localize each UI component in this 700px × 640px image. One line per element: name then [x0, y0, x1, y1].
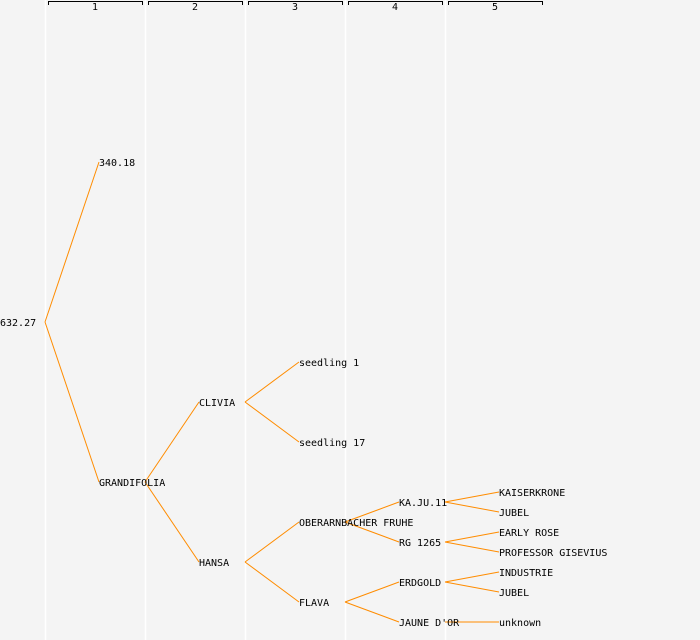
- node-label: KA.JU.11: [399, 498, 447, 509]
- pedigree-edge: [344, 521, 400, 543]
- node-label: EARLY ROSE: [499, 528, 559, 539]
- pedigree-edge: [44, 161, 100, 323]
- node-label: 632.27: [0, 318, 36, 329]
- node-label: JUBEL: [499, 588, 529, 599]
- column-bracket: [348, 1, 443, 5]
- node-label: JUBEL: [499, 508, 529, 519]
- node-label: CLIVIA: [199, 398, 235, 409]
- pedigree-edge: [444, 581, 500, 593]
- column-number: 2: [192, 2, 198, 13]
- pedigree-edge: [344, 501, 400, 523]
- column-number: 5: [492, 2, 498, 13]
- column-number: 1: [92, 2, 98, 13]
- column-bracket: [48, 1, 143, 5]
- pedigree-edge: [144, 481, 200, 563]
- pedigree-edge: [244, 521, 300, 563]
- node-label: ERDGOLD: [399, 578, 441, 589]
- column-bracket: [148, 1, 243, 5]
- node-label: JAUNE D'OR: [399, 618, 460, 629]
- pedigree-edge: [44, 321, 100, 483]
- pedigree-edge: [444, 571, 500, 583]
- node-label: seedling 1: [299, 358, 359, 369]
- pedigree-edge: [144, 401, 200, 483]
- pedigree-edge: [444, 531, 500, 543]
- column-bracket: [448, 1, 543, 5]
- node-label: HANSA: [199, 558, 229, 569]
- node-label: GRANDIFOLIA: [99, 478, 165, 489]
- node-label: FLAVA: [299, 598, 329, 609]
- node-label: INDUSTRIE: [499, 568, 553, 579]
- node-label: KAISERKRONE: [499, 488, 565, 499]
- column-number: 4: [392, 2, 398, 13]
- column-number: 3: [292, 2, 298, 13]
- node-label: unknown: [499, 618, 541, 629]
- node-label: OBERARNBACHER FRUHE: [299, 518, 413, 529]
- node-label: seedling 17: [299, 438, 365, 449]
- pedigree-edge: [444, 491, 500, 503]
- pedigree-edge: [244, 401, 300, 443]
- node-label: PROFESSOR GISEVIUS: [499, 548, 607, 559]
- pedigree-edge: [344, 601, 400, 623]
- pedigree-edge: [244, 561, 300, 603]
- column-bracket: [248, 1, 343, 5]
- node-label: RG 1265: [399, 538, 441, 549]
- pedigree-edge: [444, 501, 500, 513]
- pedigree-edge: [244, 361, 300, 403]
- pedigree-edge: [444, 541, 500, 553]
- pedigree-edge: [344, 581, 400, 603]
- node-label: 340.18: [99, 158, 135, 169]
